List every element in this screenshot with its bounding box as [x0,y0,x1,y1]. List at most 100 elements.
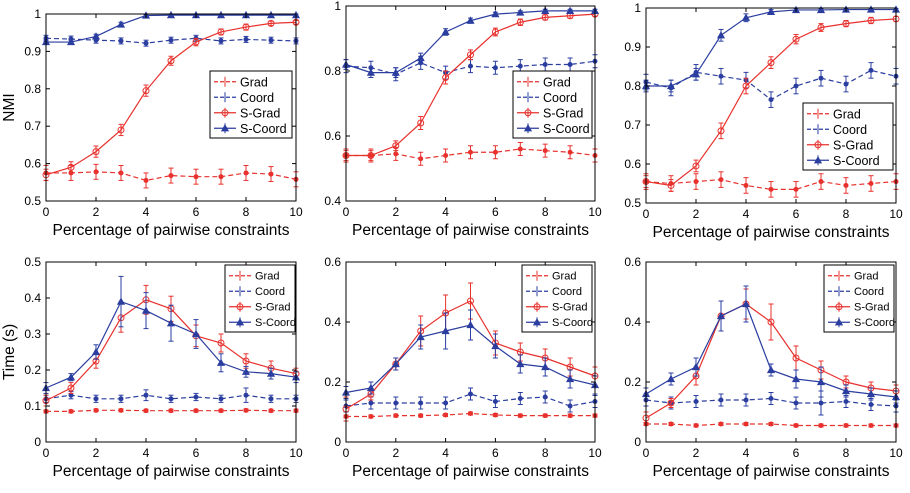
data-point [393,400,399,406]
data-point [243,36,249,42]
legend-label: Coord [240,91,274,105]
legend-marker [524,109,532,117]
data-point [693,399,699,404]
legend-label: S-Coord [543,122,590,136]
legend-marker [235,318,245,326]
y-tick-label: 0.8 [624,79,641,93]
chart-panel-6: 0 2 4 6 8 10 0 0.2 0.4 0.6 Percentage of pairwise … [624,255,903,480]
x-tick-label: 2 [93,446,100,460]
data-point [443,412,449,418]
y-tick-label: 0.9 [24,44,41,58]
y-tick-label: 0.6 [624,157,641,171]
data-point [66,37,76,46]
x-axis-label: Percentage of pairwise constraints [53,463,290,480]
data-point [818,423,824,428]
data-point [866,5,876,13]
data-point [843,182,849,188]
x-tick-label: 8 [542,446,549,460]
data-point [166,10,176,19]
data-point [743,421,749,427]
series-line [645,397,897,407]
data-point [91,347,101,356]
x-tick-label: 0 [643,446,650,460]
data-point [168,408,174,414]
data-point [818,400,824,406]
data-point [218,38,224,44]
data-point [167,57,175,65]
y-tick-label: 0.6 [324,129,341,143]
x-tick-label: 6 [193,205,200,219]
data-point [67,384,75,392]
chart-panel-1: 0 2 4 6 8 10 0.5 0.6 0.7 0.8 0.9 1 Percentage of pai… [1,7,303,239]
x-tick-label: 0 [43,205,50,219]
y-tick-label: 1 [34,7,41,21]
legend-label: S-Coord [833,154,880,168]
series-line [45,37,297,44]
series-grad [43,163,299,189]
data-point [367,152,375,159]
y-axis-label: Time (s) [1,324,18,380]
data-point [218,396,224,402]
x-tick-label: 6 [492,205,499,219]
plot-frame [345,5,596,202]
data-point [516,18,524,26]
data-point [168,173,174,179]
plot-frame [345,261,596,443]
legend-label: S-Coord [854,317,895,329]
y-tick-label: 0.8 [324,64,341,78]
y-tick-label: 0.6 [24,157,41,171]
data-point [541,362,550,371]
series-line [45,394,296,400]
x-axis-label: Percentage of pairwise constraints [352,222,589,239]
x-tick-label: 0 [643,207,650,221]
data-point [793,186,799,192]
data-point [741,299,751,308]
data-point [393,151,399,157]
data-point [868,423,874,428]
data-point [468,391,473,397]
data-point [468,149,473,155]
data-point [818,179,824,185]
data-point [192,38,200,46]
data-point [266,10,276,19]
legend-label: Coord [833,123,867,137]
y-tick-label: 0.4 [624,315,641,329]
data-point [517,413,523,419]
series-coord [643,62,899,108]
legend-label: Grad [552,271,576,283]
x-tick-label: 0 [343,446,350,460]
legend-label: Coord [255,286,285,298]
data-point [767,318,775,326]
data-point [443,400,449,406]
series-coord [43,34,299,47]
data-point [391,68,400,76]
y-tick-label: 0.2 [624,375,641,389]
legend-label: Coord [543,91,577,105]
data-point [541,13,549,21]
legend-label: S-Grad [240,106,280,120]
legend-marker [532,318,542,326]
data-point [143,177,149,183]
data-point [718,73,724,79]
data-point [868,402,874,407]
legend-label: Coord [552,286,582,298]
data-point [491,341,500,350]
data-point [143,408,149,414]
plot-frame [645,261,897,443]
x-tick-label: 6 [492,446,499,460]
data-point [217,28,225,36]
series-line [646,423,896,427]
x-axis-label: Percentage of pairwise constraints [653,224,890,241]
data-point [542,148,548,154]
series-line [345,393,596,407]
data-point [393,413,399,419]
y-tick-label: 0.9 [624,40,641,54]
x-tick-label: 10 [289,446,303,460]
data-point [118,38,124,44]
chart-panel-5: 0 2 4 6 8 10 0 0.2 0.4 0.6 Percentage of pairwise … [324,255,602,480]
series-grad [43,407,299,414]
data-point [441,27,450,36]
data-point [467,297,474,305]
data-point [491,9,500,18]
x-tick-label: 2 [693,446,700,460]
